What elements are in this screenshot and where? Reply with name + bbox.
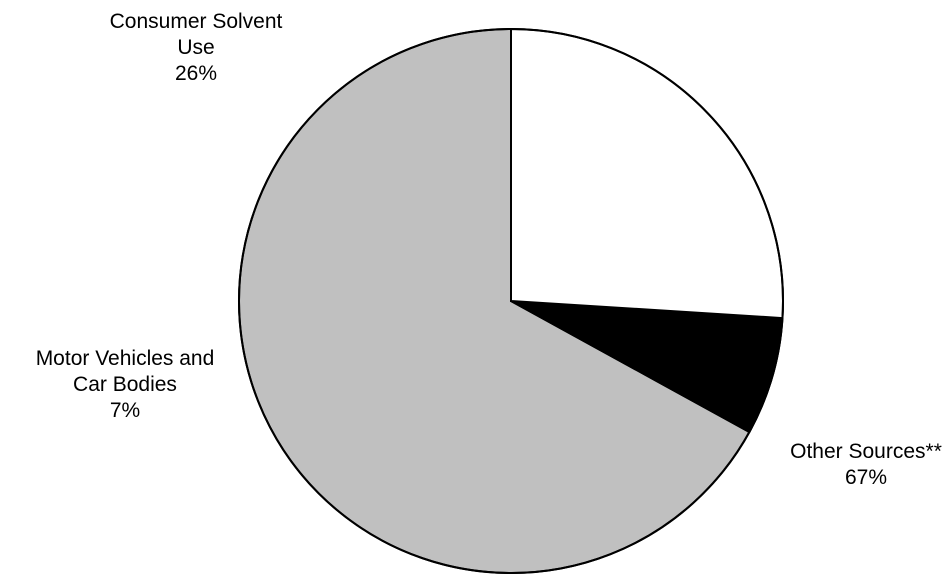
slice-value-label: 26% bbox=[175, 62, 217, 85]
slice-name-label: Consumer Solvent bbox=[110, 10, 283, 33]
slice-value-label: 7% bbox=[110, 399, 140, 422]
slice-label-other-sources: Other Sources** 67% bbox=[790, 440, 942, 489]
slice-value-label: 67% bbox=[845, 466, 887, 489]
slice-name-label: Motor Vehicles and bbox=[36, 347, 215, 370]
slice-label-motor-vehicles: Motor Vehicles and Car Bodies 7% bbox=[36, 347, 215, 422]
slice-name-label: Other Sources** bbox=[790, 440, 942, 463]
slice-name-label: Use bbox=[177, 36, 214, 59]
pie-outline bbox=[238, 28, 784, 574]
slice-name-label: Car Bodies bbox=[73, 373, 177, 396]
slice-label-consumer-solvent: Consumer Solvent Use 26% bbox=[110, 10, 283, 85]
pie-slice-consumer-solvent bbox=[510, 27, 784, 320]
